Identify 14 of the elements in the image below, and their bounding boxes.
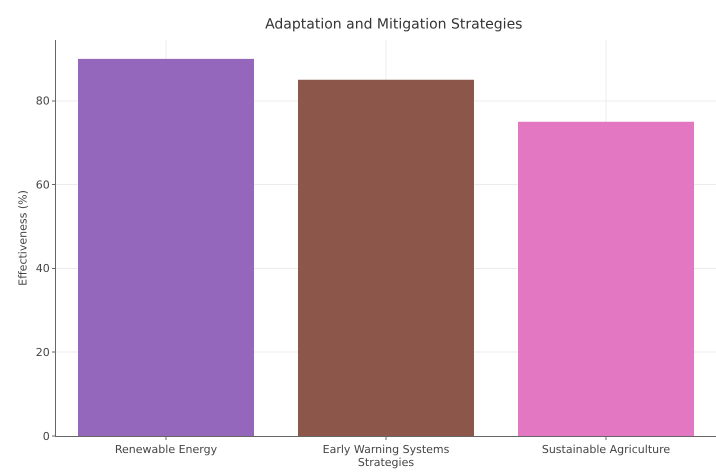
bar [78,58,254,436]
y-tick-label: 40 [36,262,50,276]
y-tick-label: 0 [42,430,50,443]
bar [518,122,694,436]
x-tick-label: Sustainable Agriculture [542,443,670,456]
y-tick-label: 60 [36,178,50,192]
x-tick-label: Early Warning Systems [322,443,450,456]
chart-title: Adaptation and Mitigation Strategies [265,16,522,33]
y-tick-label: 80 [36,94,50,108]
y-axis-title: Effectiveness (%) [16,190,30,286]
x-tick-label: Renewable Energy [114,443,218,456]
x-axis-title: Strategies [358,456,414,470]
bar [298,80,474,436]
y-tick-label: 20 [36,346,50,360]
